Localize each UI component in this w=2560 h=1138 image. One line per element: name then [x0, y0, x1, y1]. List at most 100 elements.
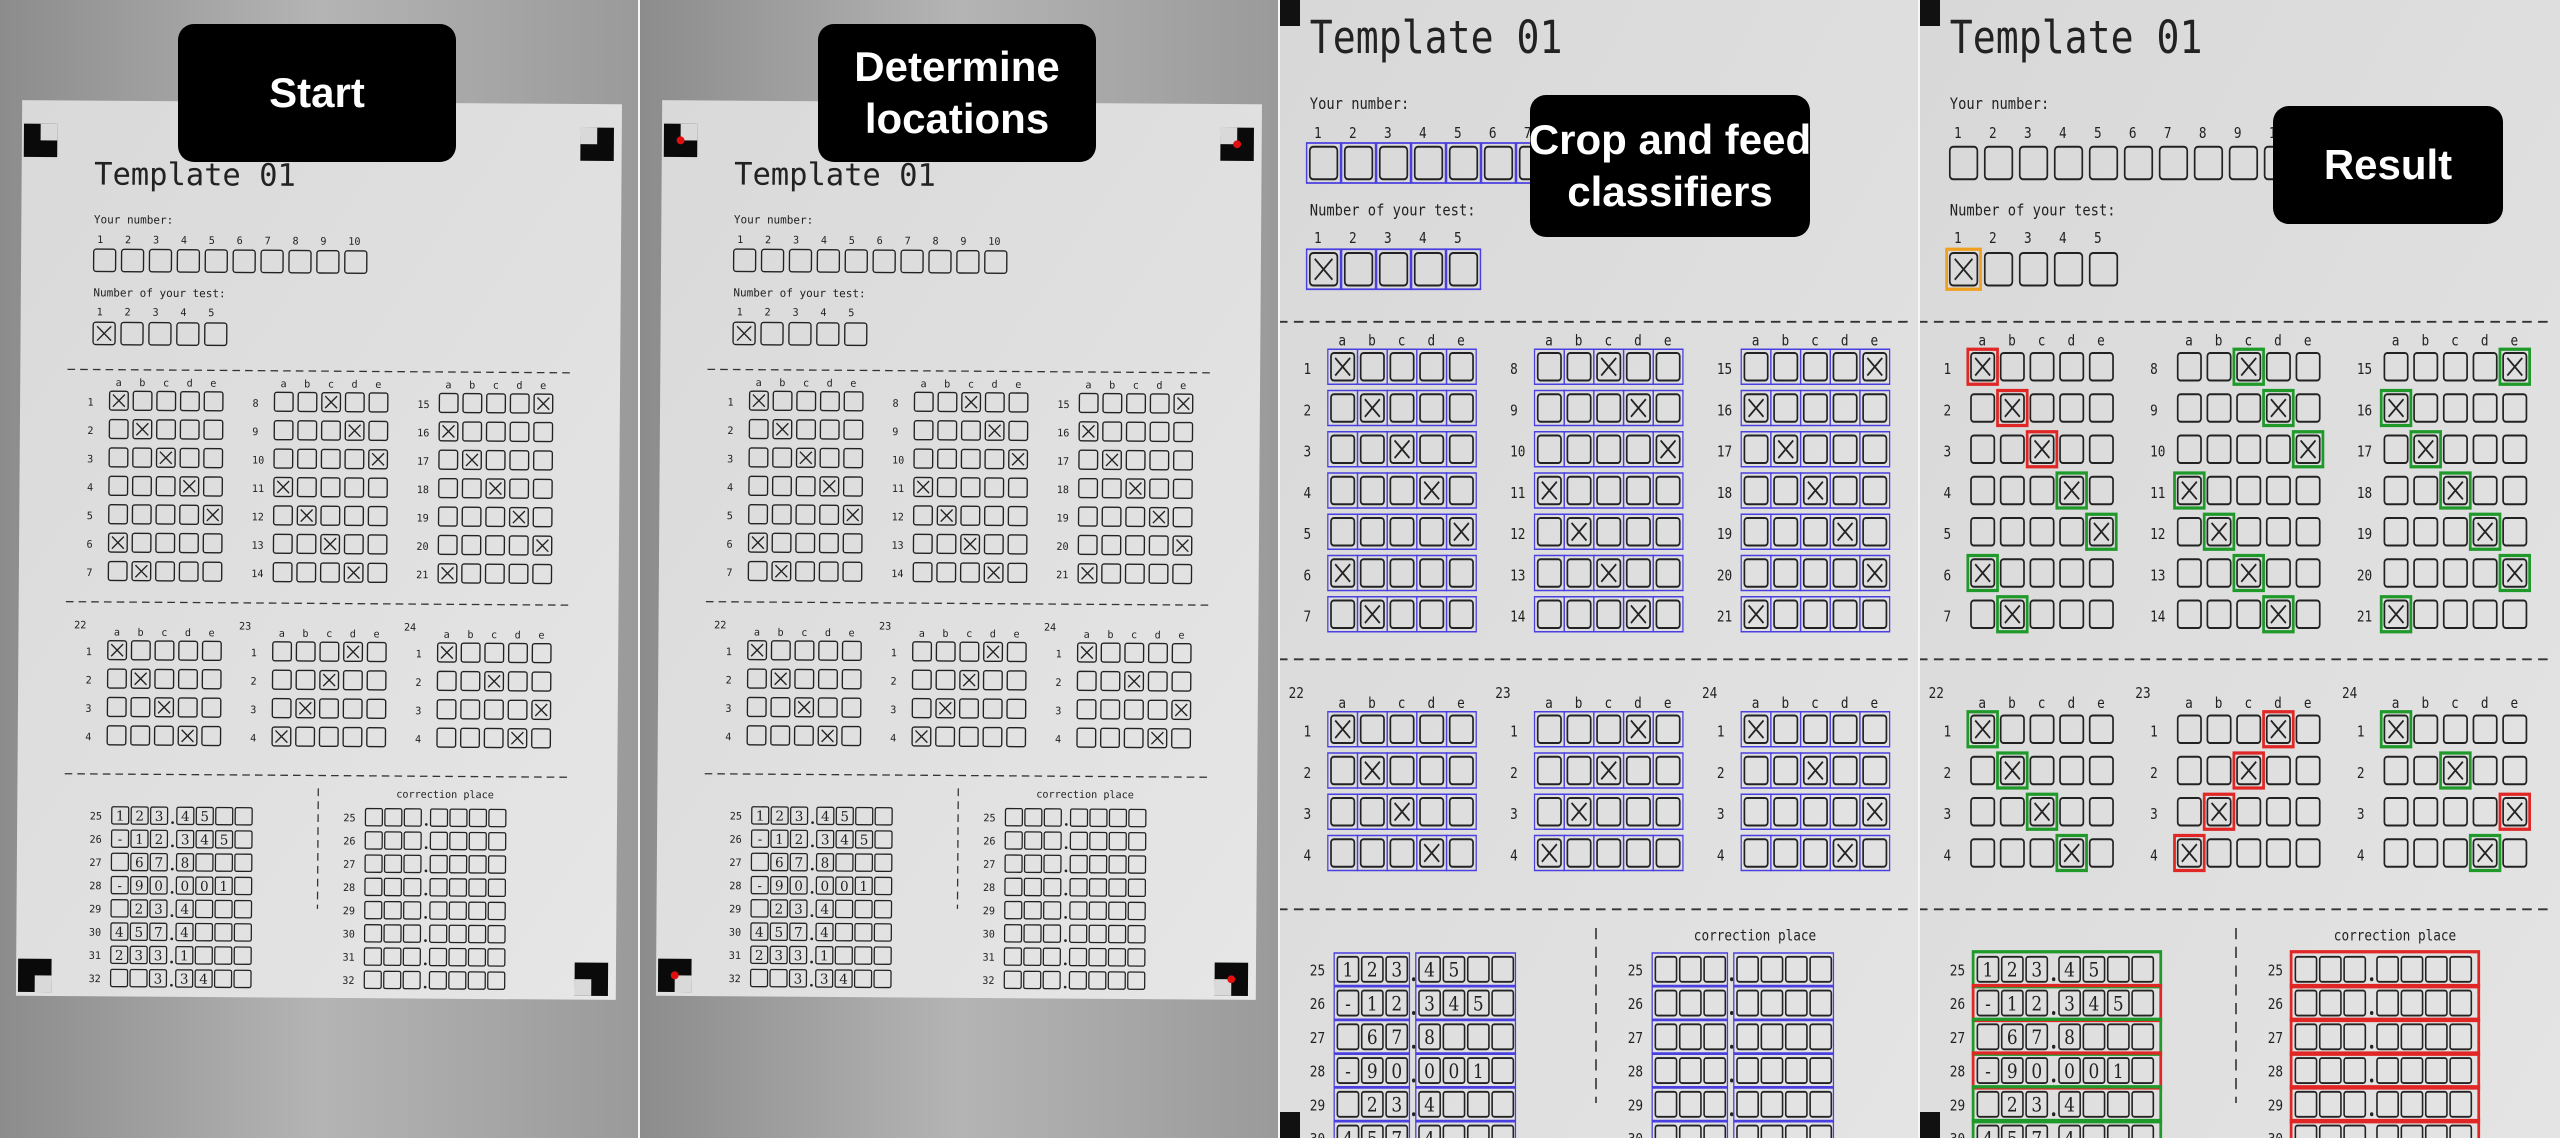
answer-box	[1007, 477, 1028, 498]
answer-box	[462, 392, 483, 414]
answer-box	[1008, 420, 1029, 442]
answer-overlay	[1652, 431, 1684, 468]
correction-box	[429, 901, 448, 920]
digit-box	[815, 922, 834, 942]
decimal-point	[810, 867, 814, 871]
option-letter: d	[1634, 333, 1642, 350]
correction-box	[1069, 901, 1088, 920]
question-number: 15	[417, 400, 429, 411]
answer-box	[1999, 838, 2025, 868]
answer-box	[320, 448, 341, 470]
correction-box	[448, 924, 467, 944]
locator-dot-icon	[1233, 140, 1242, 149]
digit-box	[175, 876, 194, 895]
digit-box	[1442, 1124, 1466, 1138]
cross-stroke	[1747, 398, 1765, 418]
your-number-digit: 1	[737, 235, 743, 246]
digit-box	[110, 945, 129, 965]
answer-box	[320, 505, 341, 526]
correction-box	[1784, 1057, 1808, 1084]
answer-overlay	[1652, 513, 1684, 550]
section2-row-number: 3	[1717, 806, 1725, 823]
correction-question-number: 29	[1628, 1098, 1643, 1115]
answer-box	[2295, 755, 2321, 786]
answer-box	[841, 697, 862, 718]
answer-box	[1625, 755, 1651, 786]
question-number: 20	[1717, 568, 1732, 585]
correction-box	[2449, 955, 2473, 983]
correction-box	[1809, 1090, 1833, 1118]
answer-box	[203, 391, 224, 412]
decimal-point	[424, 823, 428, 826]
section2-row-number: 2	[1055, 678, 1061, 689]
question-number: 7	[1943, 609, 1951, 626]
your-number-box	[900, 249, 924, 274]
digit-box	[194, 969, 213, 988]
digit-box	[1976, 989, 2000, 1017]
digit-box	[1418, 1124, 1441, 1138]
option-letter: c	[326, 629, 332, 640]
answer-box	[1862, 797, 1888, 827]
answer-overlay	[1445, 752, 1477, 789]
answer-box	[1359, 475, 1385, 506]
answer-box	[1743, 755, 1769, 786]
answer-box	[2029, 714, 2055, 744]
numeric-question-number: 28	[1310, 1064, 1325, 1081]
correction-question-number: 32	[982, 976, 994, 987]
answer-box	[179, 504, 200, 525]
answer-box	[1008, 449, 1029, 470]
answer-box	[984, 420, 1005, 441]
digit-box	[2106, 955, 2130, 983]
correction-box	[1003, 970, 1022, 990]
section2-number: 24	[1702, 685, 1717, 702]
cross-stroke	[2387, 604, 2405, 624]
correction-box	[384, 831, 403, 850]
option-letter: a	[2185, 695, 2193, 712]
question-number: 2	[1943, 403, 1951, 420]
cross-stroke	[2477, 522, 2494, 542]
digit-box	[1336, 1090, 1360, 1118]
corner-marker-icon	[1214, 962, 1249, 996]
decimal-point	[424, 846, 428, 850]
option-letter: e	[2511, 695, 2519, 712]
handwritten-digit: 6	[1367, 1027, 1378, 1050]
digit-box	[2000, 989, 2024, 1017]
digit-box	[2082, 1090, 2106, 1118]
answer-box	[1123, 727, 1144, 749]
answer-box	[1773, 434, 1799, 464]
answer-box	[179, 447, 200, 469]
step-label-background	[1530, 95, 1810, 237]
answer-box	[1970, 714, 1996, 744]
cross-stroke	[1837, 843, 1854, 863]
digit-box	[834, 899, 854, 919]
option-letter: b	[2422, 695, 2430, 712]
option-letter: b	[304, 379, 310, 390]
decimal-point	[170, 914, 174, 917]
correction-box	[1043, 831, 1062, 850]
answer-box	[1970, 838, 1996, 868]
answer-box	[2236, 475, 2262, 506]
option-letter: a	[754, 627, 760, 638]
digit-box	[816, 806, 835, 826]
answer-box	[1330, 558, 1356, 588]
numeric-grade	[1971, 1118, 2163, 1138]
answer-box	[771, 504, 792, 525]
answer-box	[2176, 755, 2202, 786]
answer-box	[368, 392, 389, 413]
your-number-box	[1983, 145, 2014, 181]
section2-row-number: 3	[250, 705, 256, 716]
answer-box	[1078, 449, 1099, 470]
digit-box	[1385, 1124, 1409, 1138]
answer-box	[2502, 434, 2528, 464]
answer-box	[2206, 475, 2232, 506]
answer-box	[2442, 558, 2468, 588]
option-letter: e	[849, 628, 855, 639]
correction-box	[448, 901, 467, 921]
digit-box	[130, 806, 149, 825]
answer-box	[271, 697, 292, 719]
correction-box	[364, 900, 383, 920]
section2-row-number: 3	[1303, 806, 1311, 823]
handwritten-digit: 2	[135, 809, 144, 825]
answer-box	[819, 476, 840, 497]
section2-row-number: 1	[86, 647, 92, 658]
